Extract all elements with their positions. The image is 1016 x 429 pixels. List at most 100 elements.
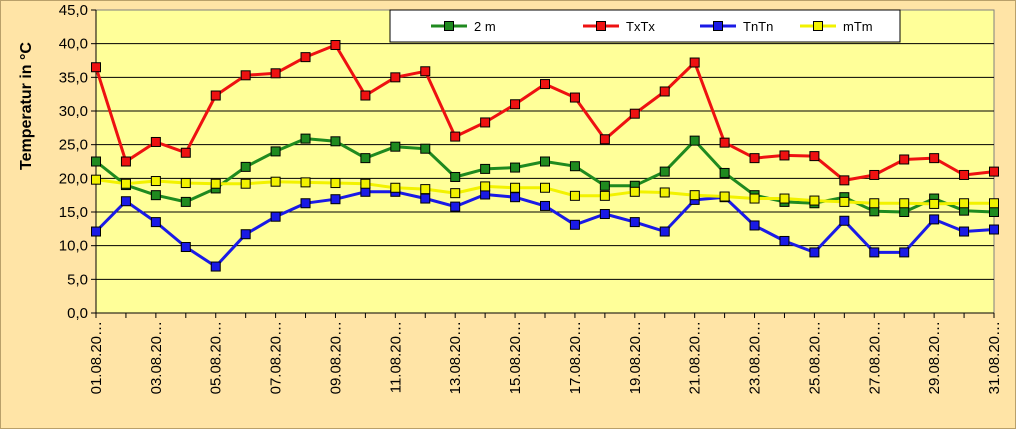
data-point-tntn	[450, 201, 461, 212]
x-tick-label: 29.08.20…	[926, 321, 943, 394]
data-point-mtm	[689, 190, 700, 201]
x-tick-label: 15.08.20…	[507, 321, 524, 394]
data-point-2-m	[390, 141, 401, 152]
data-point-txtx	[510, 99, 521, 110]
data-point-tntn	[240, 229, 251, 240]
x-tick-label: 03.08.20…	[148, 321, 165, 394]
legend-label-txtx: TxTx	[626, 19, 655, 34]
data-point-txtx	[839, 175, 850, 186]
data-point-2-m	[510, 162, 521, 173]
data-point-tntn	[420, 193, 431, 204]
legend-label-tntn: TnTn	[743, 19, 773, 34]
y-tick-label: 25,0	[59, 137, 88, 154]
axes: 0,0 5,0 10,0 15,0 20,0 25,0 30,0 35,0 40,0 45,0 01…	[59, 2, 1003, 394]
data-point-mtm	[390, 182, 401, 193]
y-axis-title: Temperatur in °C	[18, 42, 35, 170]
data-point-txtx	[270, 68, 281, 79]
data-point-txtx	[360, 90, 371, 101]
data-point-txtx	[150, 136, 161, 147]
data-point-txtx	[390, 72, 401, 83]
y-tick-label: 35,0	[59, 69, 88, 86]
data-point-2-m	[240, 161, 251, 172]
data-point-2-m	[659, 166, 670, 177]
data-point-mtm	[480, 181, 491, 192]
data-point-mtm	[150, 176, 161, 187]
y-tick-label: 0,0	[67, 305, 88, 322]
x-tick-label: 07.08.20…	[268, 321, 285, 394]
series-group	[91, 40, 999, 272]
x-tick-label: 25.08.20…	[806, 321, 823, 394]
x-tick-label: 27.08.20…	[866, 321, 883, 394]
data-point-txtx	[749, 153, 760, 164]
data-point-txtx	[120, 156, 131, 167]
data-point-tntn	[300, 198, 311, 209]
data-point-txtx	[899, 154, 910, 165]
data-point-tntn	[899, 247, 910, 258]
data-point-2-m	[300, 133, 311, 144]
data-point-txtx	[330, 40, 341, 51]
data-point-txtx	[300, 52, 311, 63]
data-point-tntn	[839, 215, 850, 226]
data-point-mtm	[240, 178, 251, 189]
data-point-mtm	[929, 198, 940, 209]
data-point-tntn	[929, 214, 940, 225]
legend-label-2-m: 2 m	[474, 19, 496, 34]
legend-marker-mtm	[813, 21, 823, 31]
data-point-txtx	[809, 151, 820, 162]
data-point-tntn	[510, 192, 521, 203]
y-tick-label: 45,0	[59, 2, 88, 19]
data-point-tntn	[989, 224, 999, 235]
data-point-mtm	[629, 186, 640, 197]
data-point-mtm	[360, 178, 371, 189]
data-point-txtx	[569, 92, 580, 103]
x-tick-label: 17.08.20…	[567, 321, 584, 394]
data-point-txtx	[989, 166, 999, 177]
data-point-2-m	[330, 136, 341, 147]
data-point-mtm	[270, 176, 281, 187]
data-point-mtm	[869, 198, 880, 209]
data-point-txtx	[659, 86, 670, 97]
data-point-tntn	[599, 209, 610, 220]
data-point-2-m	[360, 153, 371, 164]
data-point-2-m	[599, 180, 610, 191]
data-point-tntn	[120, 196, 131, 207]
data-point-tntn	[809, 247, 820, 258]
data-point-txtx	[929, 153, 940, 164]
y-tick-label: 5,0	[67, 271, 88, 288]
data-point-2-m	[180, 196, 191, 207]
data-point-2-m	[540, 156, 550, 167]
data-point-txtx	[540, 79, 550, 90]
data-point-2-m	[150, 190, 161, 201]
data-point-2-m	[420, 143, 431, 154]
data-point-tntn	[210, 261, 221, 272]
data-point-mtm	[719, 191, 730, 202]
data-point-mtm	[659, 187, 670, 198]
data-point-txtx	[689, 57, 700, 68]
y-tick-label: 40,0	[59, 36, 88, 53]
data-point-mtm	[599, 190, 610, 201]
data-point-tntn	[959, 226, 970, 237]
x-tick-label: 31.08.20…	[986, 321, 1003, 394]
data-point-2-m	[91, 156, 101, 167]
data-point-mtm	[210, 178, 221, 189]
data-point-mtm	[540, 182, 550, 193]
data-point-mtm	[420, 184, 431, 195]
data-point-mtm	[569, 190, 580, 201]
x-tick-label: 05.08.20…	[208, 321, 225, 394]
data-point-txtx	[959, 169, 970, 180]
data-point-txtx	[210, 90, 221, 101]
y-tick-label: 15,0	[59, 204, 88, 221]
x-tick-label: 01.08.20…	[88, 321, 105, 394]
x-tick-label: 21.08.20…	[687, 321, 704, 394]
data-point-txtx	[450, 131, 461, 142]
data-point-mtm	[330, 178, 341, 189]
data-point-mtm	[120, 178, 131, 189]
data-point-tntn	[540, 200, 550, 211]
data-point-txtx	[719, 137, 730, 148]
data-point-mtm	[510, 182, 521, 193]
legend-marker-2-m	[444, 21, 454, 31]
legend-marker-tntn	[713, 21, 723, 31]
data-point-2-m	[569, 161, 580, 172]
data-point-tntn	[779, 235, 790, 246]
legend: 2 m TxTx TnTn mTm	[389, 9, 901, 43]
